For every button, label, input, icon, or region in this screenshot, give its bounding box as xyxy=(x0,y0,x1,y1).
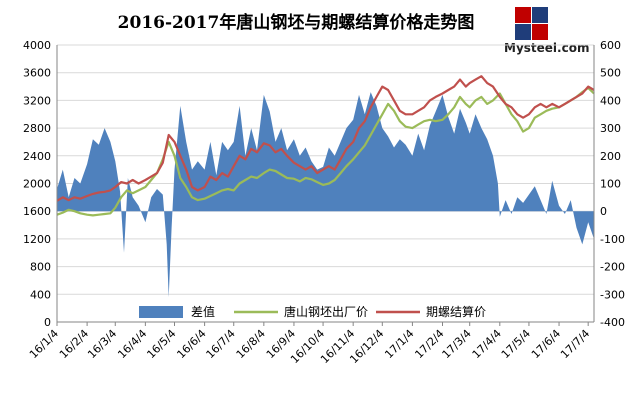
y-left-tick-1600: 1600 xyxy=(23,205,51,218)
y-axis-right: -400 -300 -200 -100 0 100 200 300 400 500 600 xyxy=(600,39,625,329)
y-right-tick--100: -100 xyxy=(600,233,625,246)
y-right-tick-500: 500 xyxy=(600,67,621,80)
y-left-tick-1200: 1200 xyxy=(23,233,51,246)
legend-swatch-spread xyxy=(139,306,183,318)
logo-block-1 xyxy=(515,7,531,23)
logo-block-3 xyxy=(515,24,531,40)
y-right-tick--200: -200 xyxy=(600,261,625,274)
y-left-tick-2000: 2000 xyxy=(23,178,51,191)
y-right-tick--300: -300 xyxy=(600,288,625,301)
axes xyxy=(56,45,595,323)
price-lines xyxy=(56,75,595,217)
legend: 差值 唐山钢坯出厂价 期螺结算价 xyxy=(139,304,486,319)
y-right-tick-100: 100 xyxy=(600,178,621,191)
y-right-tick-200: 200 xyxy=(600,150,621,163)
y-axis-left: 0 400 800 1200 1600 2000 2400 2800 3200 3600 4000 xyxy=(23,39,51,329)
series-area-spread xyxy=(57,92,594,298)
legend-label-spread: 差值 xyxy=(191,304,215,319)
logo-block-2 xyxy=(532,7,548,23)
y-left-tick-2800: 2800 xyxy=(23,122,51,135)
y-right-tick-300: 300 xyxy=(600,122,621,135)
series-line-rebar xyxy=(56,75,595,202)
spread-area xyxy=(57,92,594,298)
logo-text: Mysteel.com xyxy=(504,41,589,55)
y-right-tick--400: -400 xyxy=(600,316,625,329)
y-left-tick-0: 0 xyxy=(44,316,51,329)
y-right-tick-400: 400 xyxy=(600,94,621,107)
chart-title: 2016-2017年唐山钢坯与期螺结算价格走势图 xyxy=(118,12,475,33)
y-left-tick-2400: 2400 xyxy=(23,150,51,163)
y-left-tick-4000: 4000 xyxy=(23,39,51,52)
legend-label-rebar: 期螺结算价 xyxy=(426,304,486,319)
y-right-tick-0: 0 xyxy=(600,205,607,218)
logo-block-4 xyxy=(532,24,548,40)
y-right-tick-600: 600 xyxy=(600,39,621,52)
y-left-tick-400: 400 xyxy=(30,288,51,301)
legend-label-billet: 唐山钢坯出厂价 xyxy=(284,304,368,319)
y-left-tick-3200: 3200 xyxy=(23,94,51,107)
y-left-tick-3600: 3600 xyxy=(23,67,51,80)
y-left-tick-800: 800 xyxy=(30,261,51,274)
